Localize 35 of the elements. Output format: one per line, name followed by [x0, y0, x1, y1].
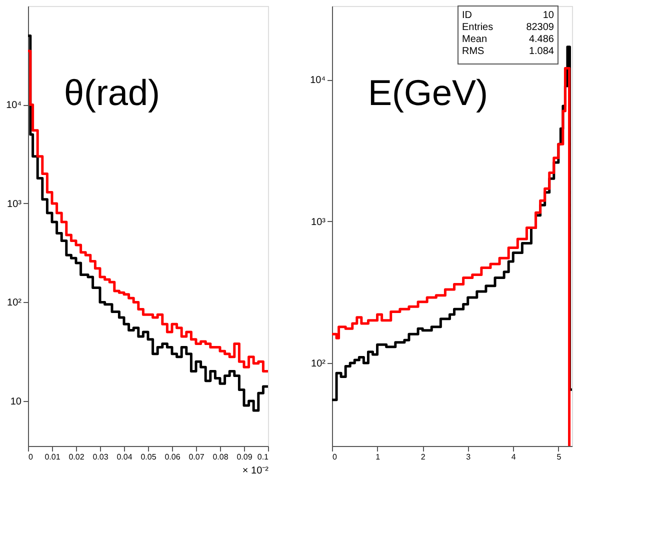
annotation: 4.486 — [528, 34, 554, 45]
annotation: 82309 — [526, 22, 554, 33]
x-tick-label: 3 — [466, 452, 472, 462]
y-tick-label: 10² — [7, 298, 22, 309]
x-tick-label: 0.04 — [116, 452, 133, 462]
x-tick-label: 0 — [28, 452, 34, 462]
annotation: 1.084 — [528, 46, 554, 57]
y-tick-label: 10³ — [7, 198, 22, 210]
text: θ(rad) — [64, 72, 160, 113]
x-tick-label: 0.1 — [257, 452, 270, 462]
x-tick-label: 5 — [556, 452, 562, 462]
x-tick-label: 1 — [376, 452, 381, 462]
annotation: RMS — [462, 46, 485, 57]
y-tick-label: 10⁴ — [310, 75, 326, 86]
x-tick-label: 0.05 — [140, 452, 157, 462]
y-tick-label: 10³ — [311, 216, 326, 228]
annotation: 10 — [542, 10, 554, 21]
x-axis-title: × 10⁻² — [242, 466, 270, 476]
annotation: Mean — [462, 34, 488, 45]
x-tick-label: 0.06 — [164, 452, 181, 462]
x-tick-label: 0.02 — [68, 452, 85, 462]
x-tick-label: 0.03 — [92, 452, 109, 462]
x-tick-label: 0.01 — [44, 452, 61, 462]
x-tick-label: 0.09 — [236, 452, 253, 462]
y-tick-label: 10 — [10, 396, 22, 408]
x-tick-label: 0 — [332, 452, 338, 462]
y-tick-label: 10² — [311, 358, 326, 370]
x-tick-label: 0.08 — [212, 452, 229, 462]
text: E(GeV) — [368, 72, 488, 113]
annotation: ID — [462, 10, 472, 21]
x-tick-label: 0.07 — [188, 452, 205, 462]
x-tick-label: 4 — [511, 452, 516, 462]
y-tick-label: 10⁴ — [6, 100, 22, 112]
annotation: Entries — [462, 22, 494, 33]
x-tick-label: 2 — [420, 452, 426, 462]
